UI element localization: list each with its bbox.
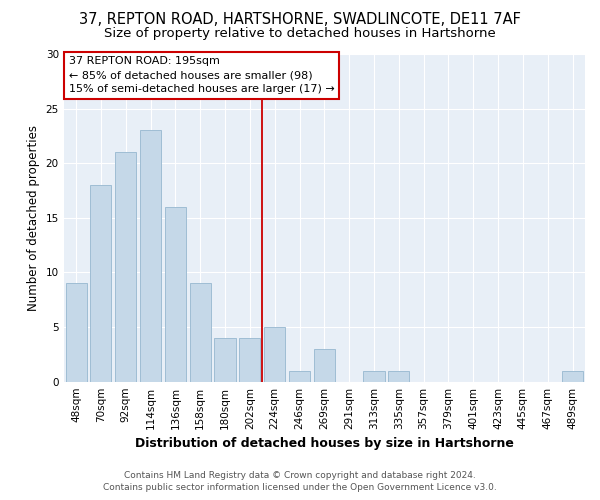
Bar <box>115 152 136 382</box>
Bar <box>562 371 583 382</box>
Bar <box>364 371 385 382</box>
Bar <box>91 185 112 382</box>
X-axis label: Distribution of detached houses by size in Hartshorne: Distribution of detached houses by size … <box>135 437 514 450</box>
Bar <box>140 130 161 382</box>
Bar <box>289 371 310 382</box>
Bar <box>214 338 236 382</box>
Bar <box>314 349 335 382</box>
Text: 37, REPTON ROAD, HARTSHORNE, SWADLINCOTE, DE11 7AF: 37, REPTON ROAD, HARTSHORNE, SWADLINCOTE… <box>79 12 521 28</box>
Bar <box>388 371 409 382</box>
Bar <box>190 284 211 382</box>
Bar <box>239 338 260 382</box>
Text: 37 REPTON ROAD: 195sqm
← 85% of detached houses are smaller (98)
15% of semi-det: 37 REPTON ROAD: 195sqm ← 85% of detached… <box>68 56 334 94</box>
Bar <box>165 207 186 382</box>
Text: Contains HM Land Registry data © Crown copyright and database right 2024.
Contai: Contains HM Land Registry data © Crown c… <box>103 471 497 492</box>
Bar <box>65 284 86 382</box>
Bar <box>264 327 285 382</box>
Y-axis label: Number of detached properties: Number of detached properties <box>27 125 40 311</box>
Text: Size of property relative to detached houses in Hartshorne: Size of property relative to detached ho… <box>104 28 496 40</box>
